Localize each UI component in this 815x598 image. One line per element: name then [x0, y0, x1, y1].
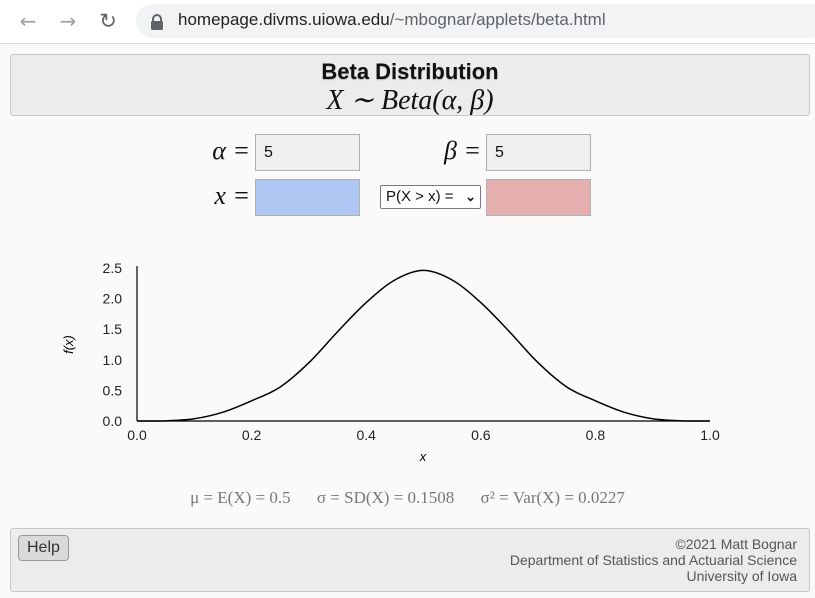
- probability-type-value: P(X > x) =: [386, 188, 454, 205]
- x-tick-label: 0.4: [356, 427, 376, 443]
- sd-stat: σ = SD(X) = 0.1508: [316, 488, 455, 507]
- x-axis-label: x: [419, 449, 427, 464]
- alpha-input[interactable]: 5: [255, 134, 360, 171]
- title-panel: Beta Distribution X ∼ Beta(α, β): [10, 54, 810, 116]
- variance-stat: σ² = Var(X) = 0.0227: [480, 488, 625, 507]
- lock-icon: [151, 14, 163, 30]
- summary-statistics: μ = E(X) = 0.5 σ = SD(X) = 0.1508 σ² = V…: [0, 488, 815, 508]
- mean-stat: μ = E(X) = 0.5: [190, 488, 291, 507]
- help-button[interactable]: Help: [18, 535, 69, 561]
- university-text: University of Iowa: [686, 568, 797, 584]
- probability-output[interactable]: [486, 179, 591, 216]
- y-tick-label: 0.5: [103, 382, 123, 398]
- x-tick-label: 0.8: [586, 427, 606, 443]
- back-arrow-icon[interactable]: ←: [19, 9, 37, 33]
- alpha-label: α =: [212, 136, 250, 165]
- beta-input[interactable]: 5: [486, 134, 591, 171]
- reload-icon[interactable]: ↻: [99, 9, 117, 33]
- chevron-down-icon: ⌄: [465, 189, 476, 204]
- url-path: /~mbognar/applets/beta.html: [389, 10, 606, 29]
- url-host: homepage.divms.uiowa.edu: [178, 10, 390, 29]
- copyright-text: ©2021 Matt Bognar: [675, 536, 797, 552]
- department-text: Department of Statistics and Actuarial S…: [509, 552, 797, 568]
- y-axis-label: f(x): [61, 335, 76, 354]
- beta-label: β =: [444, 136, 481, 165]
- page-title: Beta Distribution: [321, 59, 499, 84]
- y-tick-label: 1.5: [103, 321, 123, 337]
- probability-type-select[interactable]: P(X > x) = ⌄: [380, 185, 481, 209]
- x-input[interactable]: [255, 179, 360, 216]
- x-tick-label: 1.0: [700, 427, 720, 443]
- url-text: homepage.divms.uiowa.edu/~mbognar/applet…: [178, 10, 606, 30]
- x-tick-label: 0.2: [242, 427, 262, 443]
- footer-panel: Help ©2021 Matt Bognar Department of Sta…: [10, 528, 810, 592]
- y-axis-ticks: 0.0 0.5 1.0 1.5 2.0 2.5: [103, 260, 123, 429]
- density-curve: [136, 269, 711, 422]
- browser-toolbar: ← → ↻ homepage.divms.uiowa.edu/~mbognar/…: [0, 0, 815, 44]
- x-label: x =: [214, 181, 250, 210]
- address-bar[interactable]: homepage.divms.uiowa.edu/~mbognar/applet…: [136, 4, 815, 38]
- credits: ©2021 Matt Bognar Department of Statisti…: [510, 536, 797, 584]
- y-tick-label: 0.0: [103, 413, 123, 429]
- y-tick-label: 2.0: [103, 291, 123, 307]
- y-tick-label: 2.5: [103, 260, 123, 276]
- density-chart: 0.00.51.01.52.02.5 0.0 0.2 0.4 0.6 0.8 1.0 x …: [61, 260, 720, 464]
- distribution-notation: X ∼ Beta(α, β): [326, 85, 494, 116]
- x-tick-label: 0.6: [471, 427, 491, 443]
- y-tick-label: 1.0: [103, 352, 123, 368]
- x-axis-ticks: 0.0 0.2 0.4 0.6 0.8 1.0: [127, 427, 720, 443]
- x-tick-label: 0.0: [127, 427, 147, 443]
- forward-arrow-icon[interactable]: →: [59, 9, 77, 33]
